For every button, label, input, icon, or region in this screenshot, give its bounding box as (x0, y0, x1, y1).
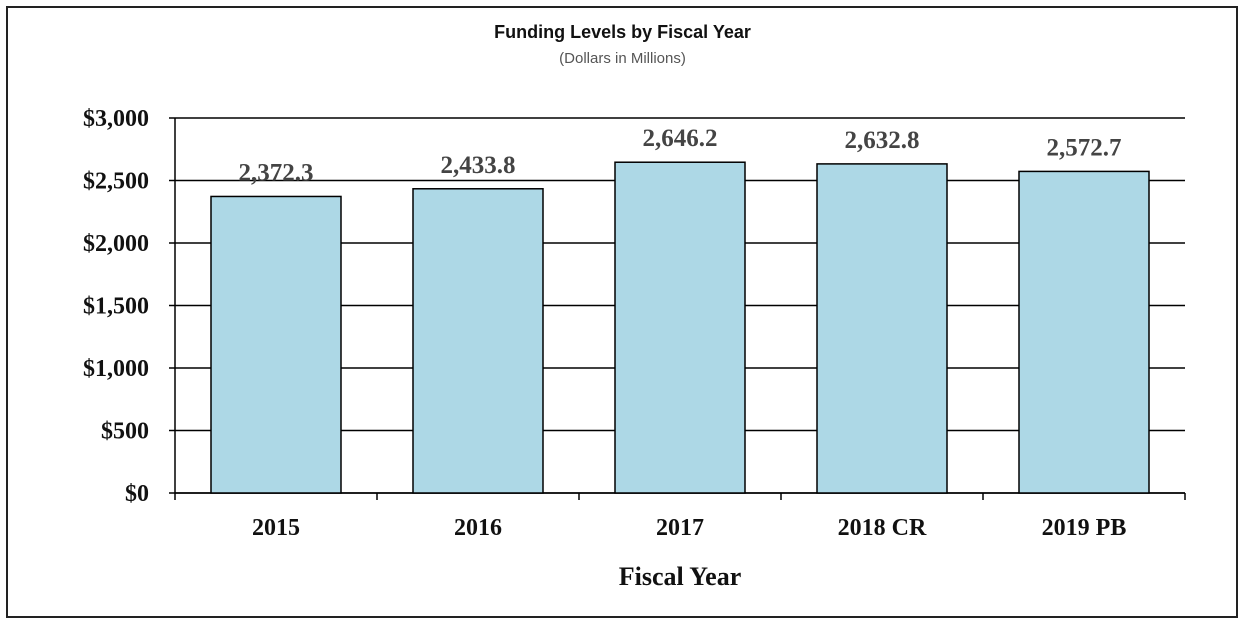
bar (816, 163, 948, 494)
y-tick-label: $1,500 (83, 294, 149, 320)
data-label: 2,632.8 (845, 127, 920, 154)
y-tick-label: $2,500 (83, 169, 149, 195)
x-tick-label: 2015 (252, 515, 300, 541)
x-axis-label: Fiscal Year (619, 562, 742, 591)
y-tick-label: $2,000 (83, 231, 149, 257)
bar (210, 195, 342, 494)
y-tick-label: $1,000 (83, 356, 149, 382)
chart-title: Funding Levels by Fiscal Year (494, 22, 751, 42)
data-label: 2,372.3 (239, 159, 314, 186)
x-tick-label: 2019 PB (1042, 515, 1127, 541)
x-tick-label: 2017 (656, 515, 704, 541)
y-tick-label: $3,000 (83, 106, 149, 132)
bar (1018, 170, 1150, 494)
y-tick-label: $500 (101, 419, 149, 445)
x-tick-label: 2018 CR (838, 515, 927, 541)
bar (614, 161, 746, 494)
x-tick-label: 2016 (454, 515, 502, 541)
data-label: 2,433.8 (441, 152, 516, 179)
bar (412, 188, 544, 494)
chart-subtitle: (Dollars in Millions) (559, 50, 686, 67)
data-label: 2,646.2 (643, 125, 718, 152)
data-label: 2,572.7 (1047, 134, 1122, 161)
y-tick-label: $0 (125, 481, 149, 507)
